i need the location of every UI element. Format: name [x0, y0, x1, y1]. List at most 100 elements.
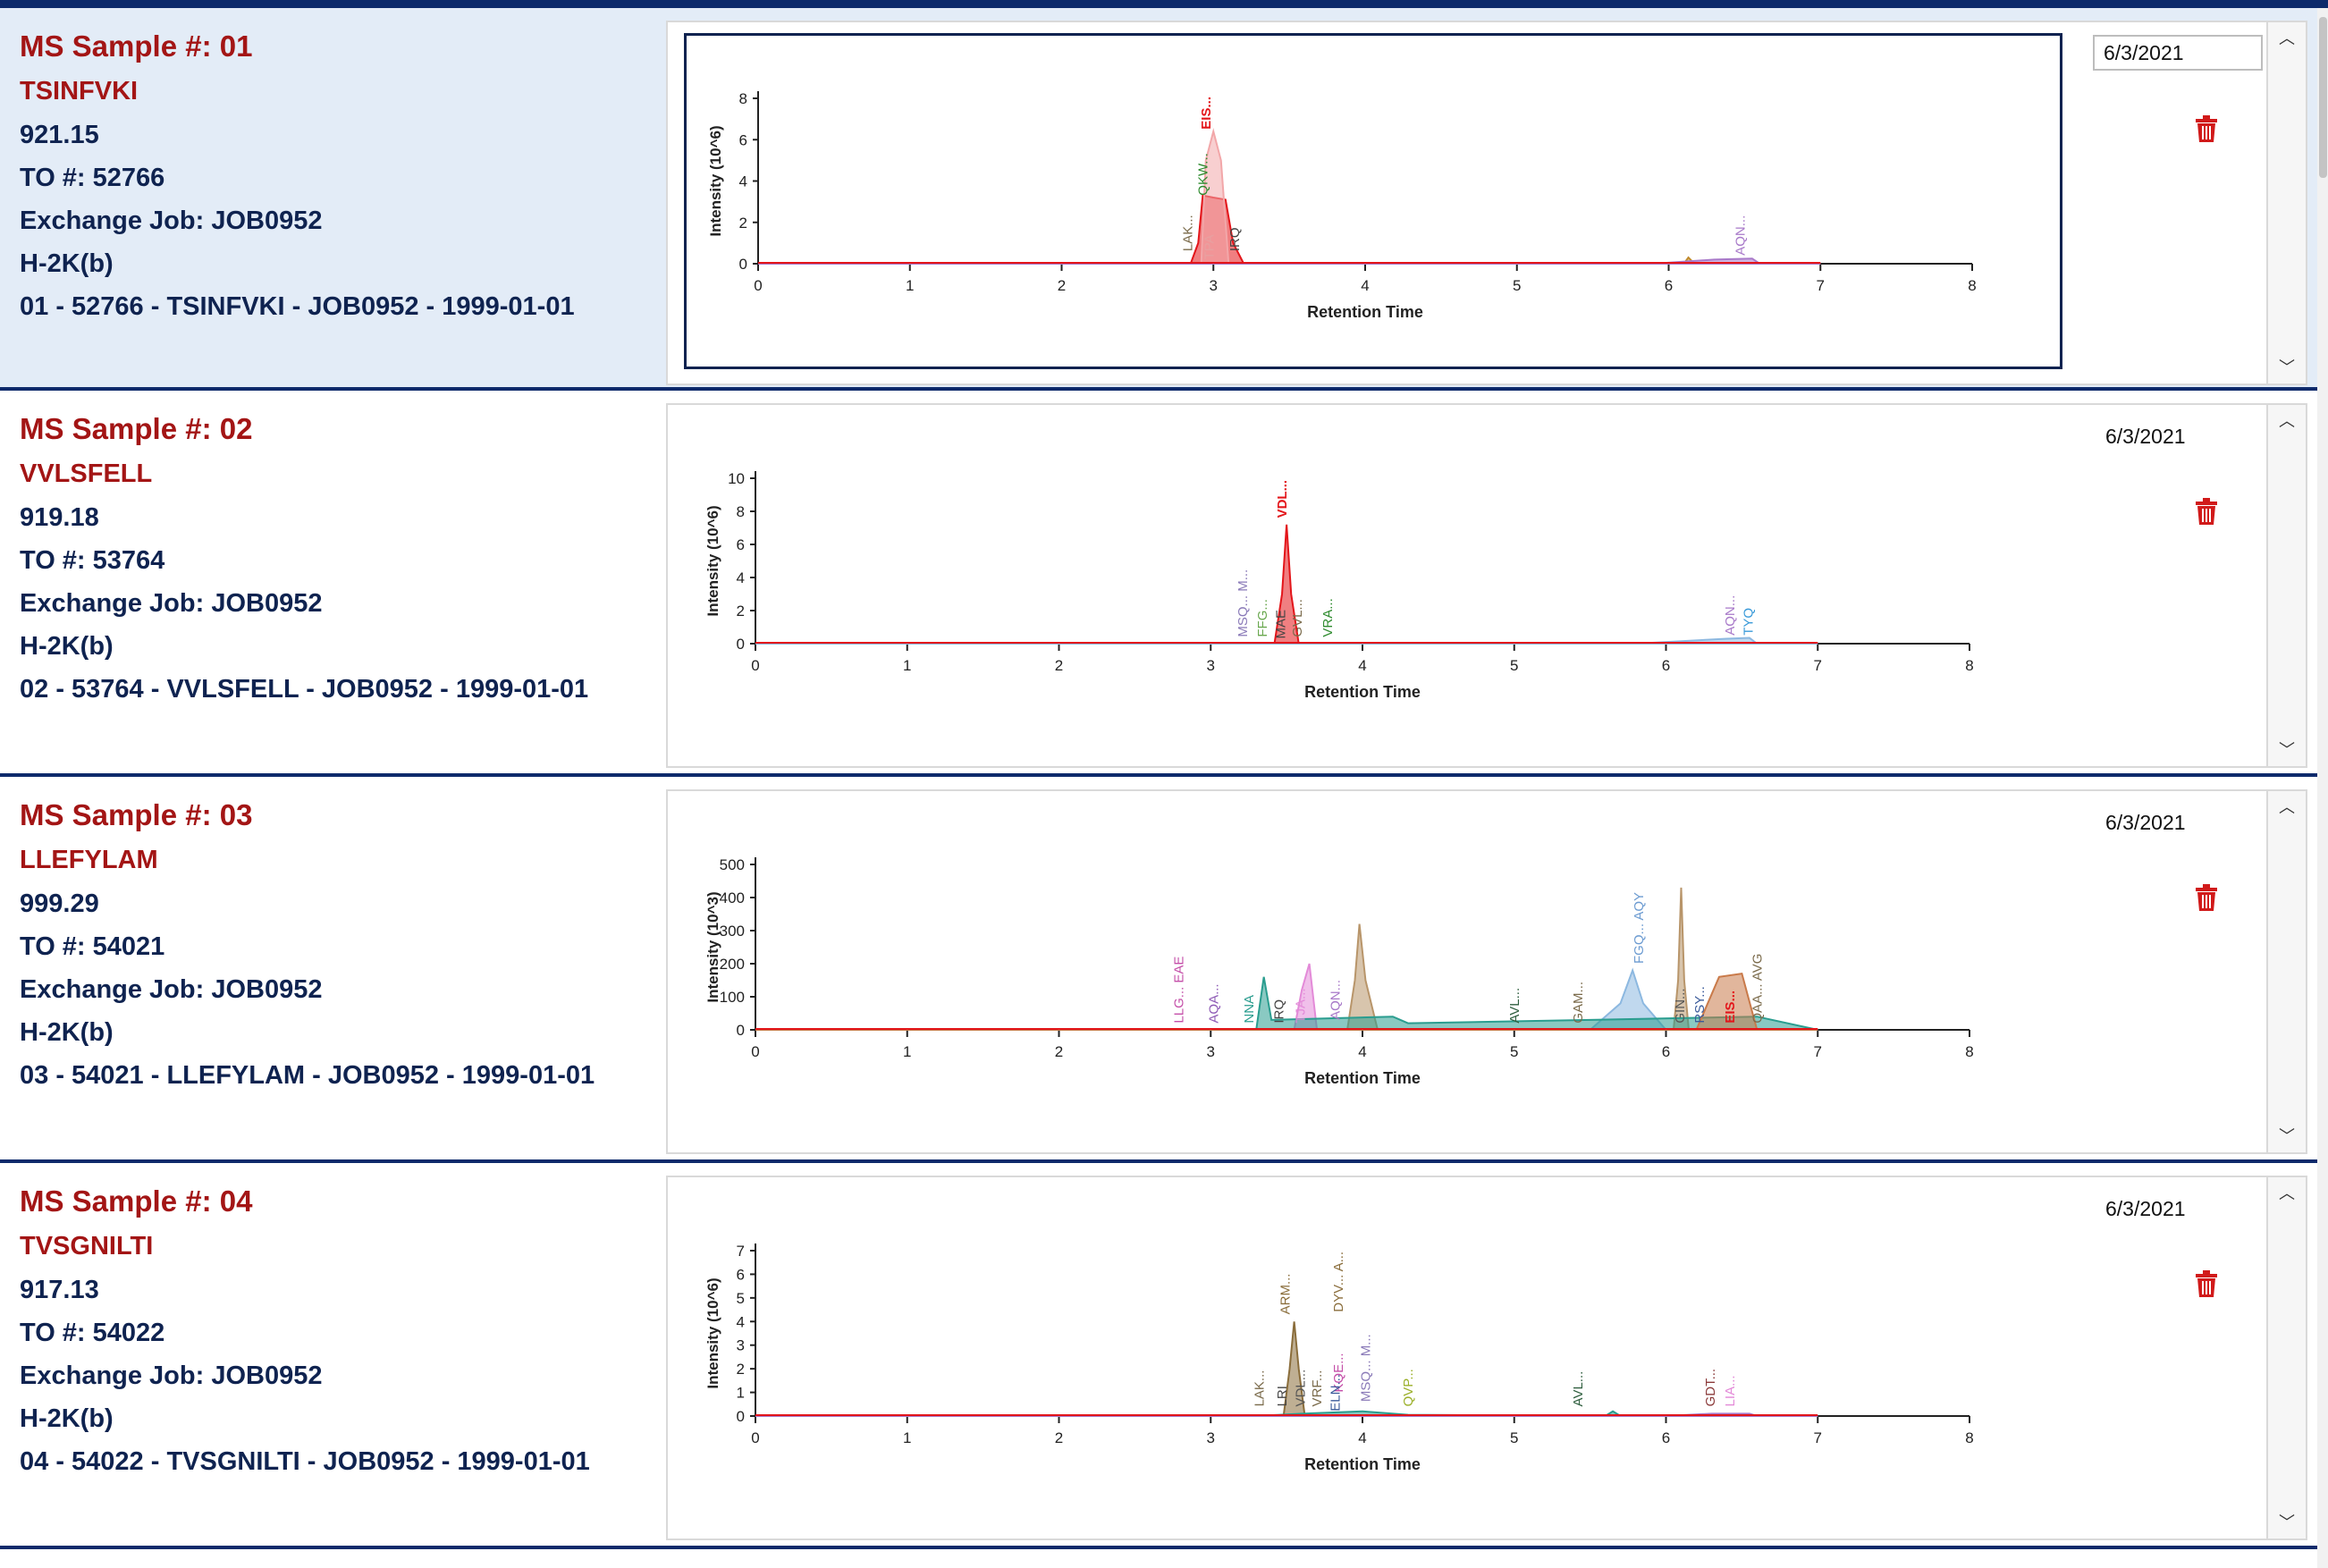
x-tick-label: 7 [1814, 1429, 1822, 1446]
sample-exchange-job: Exchange Job: JOB0952 [20, 975, 323, 1004]
sample-allele: H-2K(b) [20, 1018, 114, 1047]
panel-scrollbar[interactable]: ︿ ﹀ [2266, 405, 2306, 766]
scroll-up-icon[interactable]: ︿ [2279, 412, 2295, 430]
peak-label: LAK... [1180, 215, 1195, 251]
peak-label: LLG... EAE [1172, 957, 1187, 1024]
peak-label: LAK... [1253, 1370, 1268, 1407]
row-divider [0, 1546, 2317, 1549]
chromatogram-chart[interactable]: 0 1 2 3 4 5 6 7 8 0 1 2 3 4 5 6 7 Retention Time Intensity… [684, 1188, 2062, 1524]
x-tick-label: 4 [1358, 1429, 1366, 1446]
panel-scrollbar[interactable]: ︿ ﹀ [2266, 1177, 2306, 1538]
scroll-up-icon[interactable]: ︿ [2279, 30, 2295, 47]
sample-row[interactable]: MS Sample #: 04 TVSGNILTI 917.13 TO #: 5… [0, 1163, 2317, 1544]
scroll-down-icon[interactable]: ﹀ [2279, 741, 2295, 759]
peak-label: AQN... [1723, 595, 1738, 636]
x-axis-label: Retention Time [1304, 683, 1421, 701]
peak-label: VRA... [1320, 598, 1336, 636]
chromatogram-chart[interactable]: 0 1 2 3 4 5 6 7 8 0 2 4 6 8 10 Retention Time Intensity … [684, 416, 2062, 752]
peak-label: DYV... A... [1331, 1252, 1346, 1312]
trash-icon[interactable] [2195, 115, 2218, 142]
date-text[interactable]: 6/3/2021 [2105, 811, 2186, 834]
row-divider [0, 387, 2317, 391]
y-tick-label: 300 [720, 923, 745, 940]
trash-icon[interactable] [2195, 498, 2218, 525]
peak-label: QAA... AVG [1750, 954, 1765, 1024]
date-text[interactable]: 6/3/2021 [2105, 425, 2186, 448]
x-tick-label: 0 [754, 277, 762, 294]
series-area [758, 194, 1821, 265]
x-tick-label: 4 [1358, 657, 1366, 674]
chart-panel: 0 1 2 3 4 5 6 7 8 0 2 4 6 8 10 Retention Time Intensity … [666, 403, 2307, 768]
row-divider [0, 773, 2317, 777]
date-text[interactable]: 6/3/2021 [2105, 1197, 2186, 1220]
x-axis-label: Retention Time [1304, 1455, 1421, 1473]
series-area [758, 128, 1821, 265]
scroll-up-icon[interactable]: ︿ [2279, 1184, 2295, 1202]
sample-peptide: TVSGNILTI [20, 1232, 154, 1260]
peak-label: NNA [1242, 995, 1257, 1024]
peak-label: QKW... [1195, 153, 1210, 196]
sample-full-label: 04 - 54022 - TVSGNILTI - JOB0952 - 1999-… [20, 1447, 590, 1476]
peak-label: MSQ... M... [1358, 1334, 1373, 1402]
chromatogram-svg: 0 1 2 3 4 5 6 7 8 0 2 4 6 8 10 Retention Time Intensity … [704, 470, 1974, 701]
x-tick-label: 2 [1055, 657, 1063, 674]
panel-scrollbar[interactable]: ︿ ﹀ [2266, 791, 2306, 1152]
peak-label: FFG... [1255, 599, 1270, 637]
y-tick-label: 8 [739, 90, 747, 107]
panel-scrollbar[interactable]: ︿ ﹀ [2266, 22, 2306, 384]
scroll-down-icon[interactable]: ﹀ [2279, 358, 2295, 376]
sample-row[interactable]: MS Sample #: 01 TSINFVKI 921.15 TO #: 52… [0, 8, 2317, 389]
peak-label: MAE [1273, 610, 1288, 639]
scroll-down-icon[interactable]: ﹀ [2279, 1513, 2295, 1531]
sample-row[interactable]: MS Sample #: 02 VVLSFELL 919.18 TO #: 53… [0, 391, 2317, 771]
page-scroll-thumb[interactable] [2319, 17, 2327, 178]
sample-allele: H-2K(b) [20, 249, 114, 278]
x-tick-label: 4 [1358, 1043, 1366, 1060]
x-tick-label: 8 [1965, 1429, 1973, 1446]
x-tick-label: 5 [1510, 1429, 1518, 1446]
scroll-up-icon[interactable]: ︿ [2279, 798, 2295, 816]
y-tick-label: 100 [720, 989, 745, 1006]
peak-label: LRI [1275, 1386, 1290, 1406]
peak-label: GAM... [1571, 982, 1586, 1024]
sample-to-number: TO #: 52766 [20, 164, 165, 192]
y-tick-label: 7 [737, 1243, 745, 1260]
x-tick-label: 5 [1510, 1043, 1518, 1060]
y-tick-label: 2 [737, 1361, 745, 1378]
x-tick-label: 3 [1207, 657, 1215, 674]
y-axis-label: Intensity (10^6) [707, 125, 724, 236]
scroll-down-icon[interactable]: ﹀ [2279, 1127, 2295, 1145]
x-axis-label: Retention Time [1304, 1069, 1421, 1087]
x-tick-label: 0 [751, 1043, 759, 1060]
y-tick-label: 0 [737, 636, 745, 653]
peak-label: TPA [1202, 234, 1217, 259]
x-tick-label: 3 [1207, 1429, 1215, 1446]
y-tick-label: 6 [737, 536, 745, 553]
x-tick-label: 2 [1058, 277, 1066, 294]
chromatogram-chart[interactable]: 0 1 2 3 4 5 6 7 8 0 2 4 6 8 Retention Time Intensity (1… [684, 33, 2062, 369]
y-tick-label: 1 [737, 1385, 745, 1402]
trash-icon[interactable] [2195, 1270, 2218, 1297]
chromatogram-chart[interactable]: 0 1 2 3 4 5 6 7 8 0 100 200 300 400 500 Retention Time I… [684, 802, 2062, 1138]
peak-label: TJA... [1293, 988, 1308, 1023]
trash-icon[interactable] [2195, 884, 2218, 911]
y-axis-label: Intensity (10^6) [704, 505, 721, 616]
y-tick-label: 5 [737, 1290, 745, 1307]
peak-label: FGQ... AQY [1632, 892, 1647, 964]
y-tick-label: 0 [737, 1022, 745, 1039]
x-tick-label: 7 [1817, 277, 1825, 294]
x-tick-label: 7 [1814, 657, 1822, 674]
x-tick-label: 8 [1968, 277, 1976, 294]
y-axis-label: Intensity (10^6) [704, 1277, 721, 1388]
y-tick-label: 8 [737, 503, 745, 520]
page-scrollbar[interactable] [2317, 8, 2328, 1568]
date-field[interactable] [2093, 35, 2263, 71]
sample-allele: H-2K(b) [20, 1404, 114, 1433]
sample-mass: 921.15 [20, 121, 99, 149]
x-tick-label: 3 [1207, 1043, 1215, 1060]
row-divider [0, 1159, 2317, 1163]
peak-label: AQN... [1328, 980, 1344, 1020]
sample-to-number: TO #: 54022 [20, 1319, 165, 1347]
sample-row[interactable]: MS Sample #: 03 LLEFYLAM 999.29 TO #: 54… [0, 777, 2317, 1158]
sample-to-number: TO #: 53764 [20, 546, 165, 575]
